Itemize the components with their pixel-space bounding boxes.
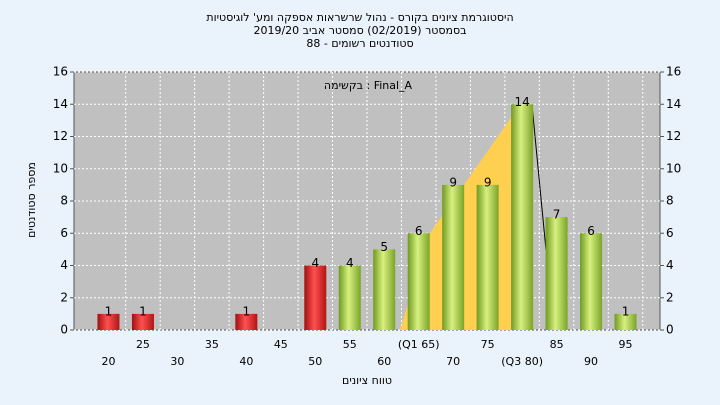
y-tick-label: 8 <box>60 194 68 208</box>
bar <box>373 249 396 330</box>
y-axis-label: מספר סטודנטים <box>25 162 38 238</box>
x-tick-label: 95 <box>619 338 633 351</box>
bar <box>614 313 637 330</box>
y2-tick-label: 2 <box>666 290 674 304</box>
x-tick-label: 55 <box>343 338 357 351</box>
data-label: 1 <box>139 304 147 318</box>
bar <box>235 313 258 330</box>
y-tick-label: 4 <box>60 258 68 272</box>
bar <box>545 217 568 330</box>
y2-tick-label: 12 <box>666 129 681 143</box>
y2-tick-label: 4 <box>666 258 674 272</box>
y-tick-label: 12 <box>53 129 68 143</box>
bar <box>511 104 534 330</box>
chart-subtitle: בסמסטר (02/2019) סמסטר אביב 2019/20 <box>253 24 466 37</box>
y-tick-label: 6 <box>60 226 68 240</box>
y-tick-label: 2 <box>60 290 68 304</box>
x-tick-label: 90 <box>584 355 598 368</box>
bar <box>442 184 465 330</box>
chart-subtitle: סטודנטים רשומים - 88 <box>306 37 413 50</box>
y2-tick-label: 0 <box>666 323 674 337</box>
data-label: 7 <box>553 208 561 222</box>
x-tick-label: 40 <box>239 355 253 368</box>
chart-title: היסטוגרמת ציונים בקורס - נהול שרשראות אס… <box>206 11 513 24</box>
data-label: 6 <box>587 224 595 238</box>
bar <box>580 233 603 330</box>
data-label: 14 <box>514 95 529 109</box>
y-tick-label: 14 <box>53 97 68 111</box>
data-label: 9 <box>449 175 457 189</box>
bar <box>338 265 361 330</box>
x-tick-label: 30 <box>170 355 184 368</box>
y-tick-label: 10 <box>53 161 68 175</box>
y2-tick-label: 16 <box>666 65 681 79</box>
bar <box>304 265 327 330</box>
y-tick-label: 0 <box>60 323 68 337</box>
x-axis-label: טווח ציונים <box>342 374 392 387</box>
y2-tick-label: 10 <box>666 161 681 175</box>
quartile-area <box>400 105 532 330</box>
x-tick-label: 45 <box>274 338 288 351</box>
bar <box>476 184 499 330</box>
bar <box>97 313 120 330</box>
y2-tick-label: 6 <box>666 226 674 240</box>
y2-tick-label: 8 <box>666 194 674 208</box>
x-tick-label: 75 <box>481 338 495 351</box>
data-label: 5 <box>380 240 388 254</box>
data-label: 6 <box>415 224 423 238</box>
data-label: 1 <box>243 304 251 318</box>
x-tick-label: (Q1 65) <box>398 338 440 351</box>
x-tick-label: 70 <box>446 355 460 368</box>
bar <box>407 233 430 330</box>
bar <box>131 313 154 330</box>
data-label: 9 <box>484 175 492 189</box>
x-tick-label: 60 <box>377 355 391 368</box>
quartile-line <box>531 104 547 251</box>
x-tick-label: (Q3 80) <box>501 355 543 368</box>
annotation: בקשימה : Final_A <box>324 79 413 92</box>
y2-tick-label: 14 <box>666 97 681 111</box>
data-label: 4 <box>346 256 354 270</box>
y-tick-label: 16 <box>53 65 68 79</box>
data-label: 1 <box>105 304 113 318</box>
x-tick-label: 35 <box>205 338 219 351</box>
data-label: 1 <box>622 304 630 318</box>
x-tick-label: 85 <box>550 338 564 351</box>
data-label: 4 <box>311 256 319 270</box>
x-tick-label: 25 <box>136 338 150 351</box>
x-tick-label: 50 <box>308 355 322 368</box>
x-tick-label: 20 <box>101 355 115 368</box>
